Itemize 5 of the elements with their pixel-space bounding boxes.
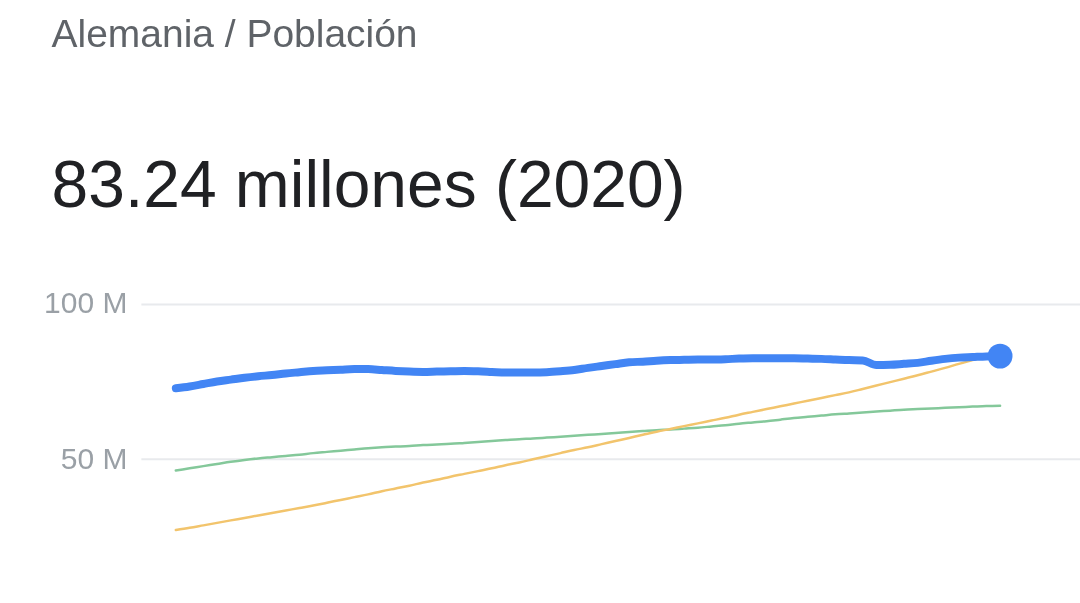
- chart-title: Alemania / Población: [51, 12, 418, 56]
- y-tick-label: 100 M: [44, 286, 128, 320]
- chart-subtitle: 83.24 millones (2020): [51, 147, 686, 222]
- line-series: [174, 404, 1002, 472]
- y-tick-label: 50 M: [60, 441, 128, 475]
